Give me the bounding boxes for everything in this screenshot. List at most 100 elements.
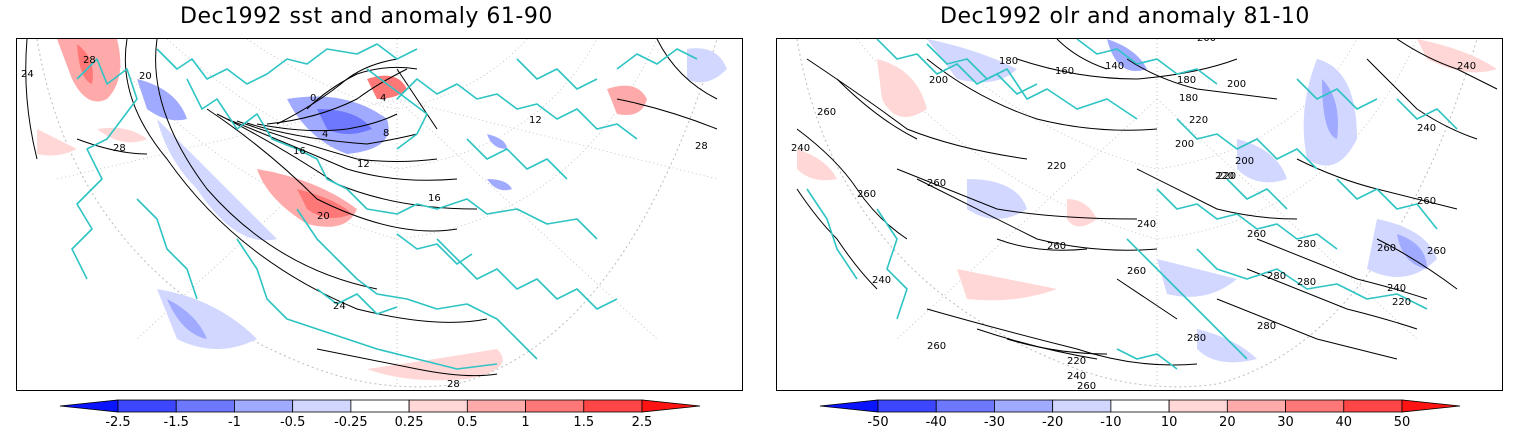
colorbar-segment [935, 399, 995, 413]
colorbar-tick-label: 20 [1219, 415, 1236, 430]
contour-label: 180 [1179, 93, 1198, 104]
olr-colorbar: -50 -40 -30 -20 -10 10 20 30 40 50 [819, 399, 1461, 430]
contour-label: 260 [817, 107, 836, 118]
olr-map-title: Dec1992 olr and anomaly 81-10 [940, 4, 1310, 29]
contour-label: 24 [21, 69, 34, 80]
sst-colorbar-svg: -2.5 -1.5 -1 -0.5 -0.25 0.25 0.5 1 1.5 2.5 [59, 399, 701, 430]
colorbar-segment [1110, 399, 1170, 413]
contour-label: 28 [83, 55, 96, 66]
contour-label: 220 [1189, 115, 1208, 126]
contour-label: 28 [447, 379, 460, 389]
contour-label: 280 [1187, 333, 1206, 344]
contour-label: 260 [1247, 229, 1266, 240]
contour-label: 240 [1417, 123, 1436, 134]
contour-label: 28 [695, 141, 708, 152]
colorbar-segment [994, 399, 1054, 413]
contour-label: 220 [1392, 297, 1411, 308]
contour-label: 140 [1105, 61, 1124, 72]
coastlines [806, 39, 1458, 370]
hemisphere-boundary [36, 39, 718, 388]
colorbar-segment [175, 399, 235, 413]
colorbar-segment [583, 399, 643, 413]
colorbar-segment [1285, 399, 1345, 413]
olr-colorbar-svg: -50 -40 -30 -20 -10 10 20 30 40 50 [819, 399, 1461, 430]
contour-label: 240 [791, 143, 810, 154]
colorbar-tick-label: 40 [1336, 415, 1353, 430]
contour-label: 180 [1177, 75, 1196, 86]
contour-label: 220 [1215, 171, 1234, 182]
colorbar-segment [466, 399, 526, 413]
contour-label: 240 [1067, 371, 1086, 382]
sst-contours [25, 39, 718, 377]
colorbar-tick-label: -1.5 [164, 415, 189, 430]
colorbar-tick-label: 0.25 [395, 415, 424, 430]
colorbar-tick-label: -0.5 [280, 415, 305, 430]
colorbar-segment [1226, 399, 1286, 413]
contour-label: 260 [1077, 381, 1096, 389]
colorbar-segment [877, 399, 937, 413]
colorbar-max-arrow [1401, 399, 1461, 413]
contour-label: 280 [1257, 321, 1276, 332]
contour-label: 20 [317, 211, 330, 222]
colorbar-tick-label: 1 [521, 415, 529, 430]
contour-label: 200 [929, 75, 948, 86]
contour-label: 240 [872, 275, 891, 286]
colorbar-tick-label: -50 [867, 415, 888, 430]
olr-anomaly-map: 200 180 160 140 180 180 220 200 260 240 … [776, 38, 1503, 391]
contour-label: 0 [310, 93, 316, 104]
colorbar-segment [1052, 399, 1112, 413]
colorbar-tick-label: -40 [926, 415, 947, 430]
contour-label: 260 [927, 178, 946, 189]
colorbar-segment [350, 399, 410, 413]
colorbar-tick-label: -30 [984, 415, 1005, 430]
contour-label: 240 [1387, 283, 1406, 294]
olr-anomaly-shading [797, 39, 1497, 363]
colorbar-tick-label: -1 [228, 415, 241, 430]
contour-label: 16 [293, 146, 306, 157]
sst-colorbar: -2.5 -1.5 -1 -0.5 -0.25 0.25 0.5 1 1.5 2.5 [59, 399, 701, 430]
contour-label: 260 [1047, 241, 1066, 252]
contour-label: 4 [322, 129, 328, 140]
contour-label: 240 [1457, 61, 1476, 72]
contour-label: 220 [1047, 161, 1066, 172]
graticule [56, 39, 718, 384]
contour-label: 220 [1217, 171, 1236, 182]
colorbar-tick-label: 50 [1394, 415, 1411, 430]
colorbar-segment [1168, 399, 1228, 413]
contour-label: 16 [428, 193, 441, 204]
contour-label: 280 [1297, 277, 1316, 288]
olr-contour-labels: 200 180 160 140 180 180 220 200 260 240 … [791, 39, 1476, 389]
contour-label: 260 [857, 189, 876, 200]
contour-label: 20 [139, 71, 152, 82]
contour-label: 28 [113, 143, 126, 154]
contour-label: 8 [383, 128, 389, 139]
colorbar-tick-label: 2.5 [632, 415, 653, 430]
colorbar-max-arrow [641, 399, 701, 413]
contour-label: 260 [927, 341, 946, 352]
contour-label: 280 [1267, 271, 1286, 282]
colorbar-segment [408, 399, 468, 413]
contour-label: 24 [333, 301, 346, 312]
contour-label: 220 [1067, 356, 1086, 367]
sst-map-title: Dec1992 sst and anomaly 61-90 [180, 4, 553, 29]
sst-anomaly-map: 24 28 20 0 4 4 8 12 16 16 20 24 28 28 28… [16, 38, 743, 391]
sst-contour-labels: 24 28 20 0 4 4 8 12 16 16 20 24 28 28 28… [21, 55, 708, 389]
contour-label: 160 [1055, 66, 1074, 77]
colorbar-tick-label: -10 [1100, 415, 1121, 430]
contour-label: 280 [1297, 239, 1316, 250]
olr-contours [796, 39, 1498, 366]
contour-label: 240 [1137, 219, 1156, 230]
colorbar-segment [234, 399, 294, 413]
colorbar-min-arrow [819, 399, 879, 413]
colorbar-tick-label: -20 [1042, 415, 1063, 430]
colorbar-tick-label: 1.5 [573, 415, 594, 430]
olr-map-canvas: 200 180 160 140 180 180 220 200 260 240 … [791, 39, 1498, 389]
contour-label: 4 [380, 93, 386, 104]
contour-label: 180 [999, 56, 1018, 67]
colorbar-tick-label: -2.5 [105, 415, 130, 430]
contour-label: 200 [1227, 79, 1246, 90]
colorbar-segment [117, 399, 177, 413]
contour-label: 12 [529, 115, 542, 126]
colorbar-tick-label: 30 [1277, 415, 1294, 430]
contour-label: 200 [1175, 139, 1194, 150]
